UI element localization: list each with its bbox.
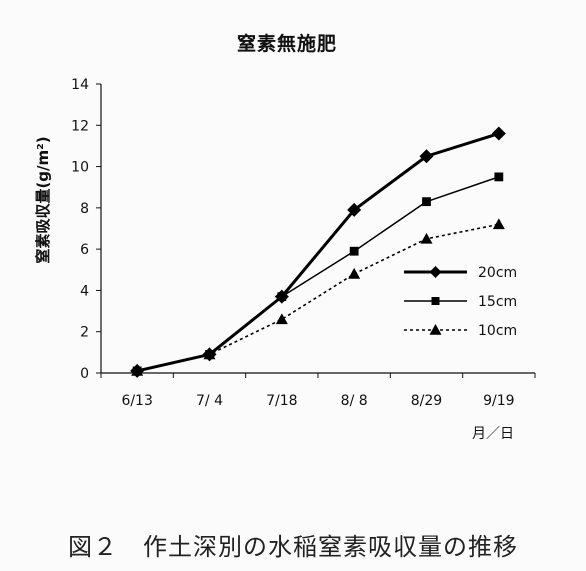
axes: 0 2 4 6 8 10 12 14 6/13 7/ 4 7/18 8/ 8 8/29 9/19 — [71, 77, 536, 409]
data-point — [349, 246, 359, 256]
data-point — [130, 363, 145, 378]
data-point — [422, 197, 431, 207]
x-tick-label: 8/ 8 — [341, 393, 368, 409]
data-point — [348, 267, 361, 279]
legend-label: 10cm — [478, 323, 517, 339]
series-line — [136, 176, 500, 372]
data-point — [202, 347, 217, 362]
legend-item-15cm: 15cm — [404, 294, 517, 310]
y-tick-label: 0 — [80, 366, 89, 382]
y-tick-label: 4 — [80, 283, 89, 299]
chart-title: 窒素無施肥 — [237, 32, 337, 55]
data-point — [431, 297, 440, 305]
y-tick-label: 2 — [80, 325, 89, 341]
y-tick-label: 10 — [71, 160, 89, 176]
data-point — [419, 149, 434, 164]
series-line — [136, 132, 500, 373]
legend: 20cm 15cm 10cm — [404, 265, 517, 339]
data-point — [420, 232, 433, 244]
y-tick-label: 14 — [71, 77, 89, 93]
figure-caption: 図２ 作土深別の水稲窒素吸収量の推移 — [68, 533, 518, 561]
series-20cm — [130, 126, 506, 378]
legend-label: 20cm — [478, 265, 517, 281]
line-chart: 窒素無施肥 窒素吸収量(g/m²) 月／日 0 2 4 6 8 10 12 14 6/13 7/ … — [34, 32, 536, 442]
x-axis-label: 月／日 — [472, 426, 514, 442]
x-tick-label: 8/29 — [411, 393, 442, 409]
x-tick-label: 6/13 — [121, 393, 152, 409]
x-tick-label: 7/18 — [266, 393, 297, 409]
legend-item-10cm: 10cm — [404, 323, 517, 339]
series-10cm — [131, 218, 505, 376]
legend-item-20cm: 20cm — [404, 265, 517, 281]
data-point — [275, 313, 288, 325]
series-15cm — [132, 172, 504, 376]
data-point — [491, 126, 506, 141]
series-layer — [130, 126, 506, 378]
y-tick-label: 12 — [71, 118, 89, 134]
data-point — [347, 202, 362, 217]
y-tick-label: 8 — [80, 201, 89, 217]
data-point — [492, 218, 505, 230]
data-point — [429, 266, 442, 278]
x-tick-label: 9/19 — [483, 393, 514, 409]
series-line — [136, 223, 499, 372]
data-point — [429, 324, 442, 335]
y-axis-label: 窒素吸収量(g/m²) — [34, 136, 52, 263]
data-point — [494, 172, 504, 182]
y-tick-label: 6 — [80, 242, 89, 258]
data-point — [274, 289, 289, 304]
x-tick-label: 7/ 4 — [196, 393, 223, 409]
legend-label: 15cm — [478, 294, 517, 310]
